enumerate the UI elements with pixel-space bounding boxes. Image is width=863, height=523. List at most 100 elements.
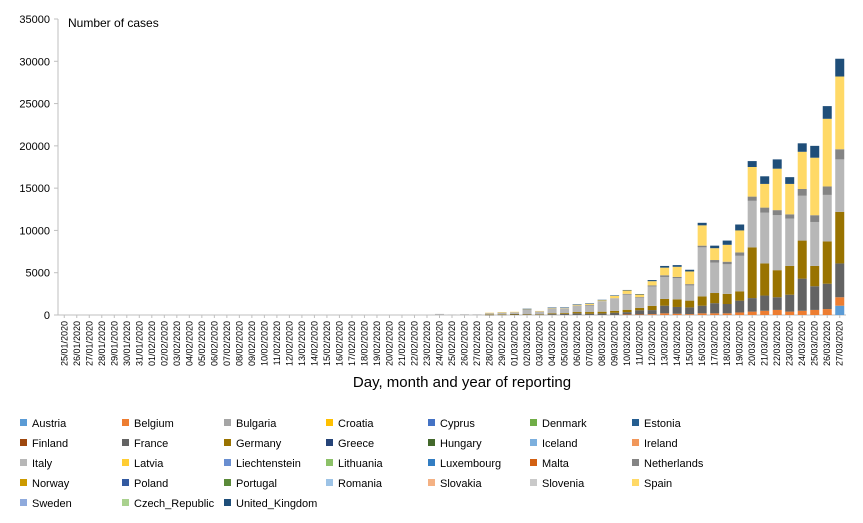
legend-swatch [224, 459, 231, 466]
y-tick-label: 35000 [19, 14, 50, 26]
bar-segment [760, 295, 770, 311]
x-tick-label: 14/02/2020 [309, 321, 319, 366]
bar-segment [785, 183, 795, 215]
bar-segment [747, 200, 757, 248]
bar-segment [672, 276, 682, 279]
legend-swatch [428, 419, 435, 426]
bar-segment [522, 309, 532, 315]
bar-segment [697, 296, 707, 306]
bar-segment [585, 304, 595, 306]
legend-swatch [20, 499, 27, 506]
legend-label: Slovakia [440, 478, 482, 490]
bar-segment [635, 297, 645, 298]
legend-label: Estonia [644, 418, 682, 430]
bar-segment [710, 245, 720, 249]
bar-segment [647, 310, 657, 315]
bar-segment [697, 225, 707, 246]
bar-segment [785, 218, 795, 266]
bar-segment [585, 303, 595, 305]
bar-segment [560, 313, 570, 314]
legend-swatch [326, 459, 333, 466]
bar-segment [810, 215, 820, 222]
x-tick-label: 30/01/2020 [122, 321, 132, 366]
bar-segment [835, 211, 845, 264]
bar-segment [685, 285, 695, 301]
bar-segment [647, 285, 657, 287]
bar-segment [697, 305, 707, 314]
bar-segment [835, 149, 845, 160]
bar-segment [547, 313, 557, 315]
x-tick-label: 05/02/2020 [197, 321, 207, 366]
legend-label: Cyprus [440, 418, 475, 430]
bar-segment [572, 313, 582, 315]
bar-segment [535, 311, 545, 315]
bar-segment [547, 308, 557, 314]
bar-segment [635, 314, 645, 315]
legend-swatch [20, 439, 27, 446]
x-tick-label: 07/03/2020 [585, 321, 595, 366]
x-tick-label: 28/01/2020 [97, 321, 107, 366]
bar-segment [810, 145, 820, 158]
legend-swatch [632, 419, 639, 426]
bar-segment [735, 300, 745, 313]
bar-segment [697, 247, 707, 297]
bar-segment [697, 245, 707, 248]
bar-segment [797, 240, 807, 279]
bar-segment [660, 265, 670, 268]
bar-segment [572, 305, 582, 313]
x-tick-label: 12/03/2020 [647, 321, 657, 366]
legend: Austria Belgium Bulgaria Croatia Cyprus Denma… [20, 418, 704, 510]
bar-segment [485, 312, 495, 315]
x-tick-label: 19/03/2020 [735, 321, 745, 366]
bar-segment [660, 305, 670, 314]
legend-label: Bulgaria [236, 418, 277, 430]
bar-segment [760, 212, 770, 264]
x-tick-label: 11/02/2020 [272, 321, 282, 365]
legend-swatch [224, 419, 231, 426]
bar-segment [747, 196, 757, 201]
legend-swatch [326, 439, 333, 446]
legend-swatch [326, 419, 333, 426]
bar-segment [497, 314, 507, 315]
bar-segment [797, 310, 807, 315]
bar-segment [485, 314, 495, 316]
bar-segment [560, 308, 570, 314]
bar-segment [760, 263, 770, 296]
bar-segment [597, 301, 607, 312]
x-tick-label: 25/02/2020 [447, 321, 457, 366]
bar-segment [747, 298, 757, 312]
x-tick-label: 01/03/2020 [510, 321, 520, 366]
bar-segment [535, 310, 545, 312]
bar-segment [785, 214, 795, 219]
bar-segment [497, 314, 507, 316]
bar-segment [597, 299, 607, 301]
x-tick-label: 13/02/2020 [297, 321, 307, 366]
legend-label: Denmark [542, 418, 587, 430]
bar-segment [747, 167, 757, 197]
bar-segment [747, 247, 757, 299]
x-tick-label: 27/01/2020 [84, 321, 94, 366]
bar-segment [685, 271, 695, 285]
x-tick-label: 22/03/2020 [772, 321, 782, 366]
bar-segment [647, 281, 657, 286]
x-tick-label: 06/03/2020 [572, 321, 582, 366]
bar-segment [797, 195, 807, 241]
bar-segment [797, 278, 807, 311]
legend-swatch [224, 479, 231, 486]
bar-segment [572, 304, 582, 305]
chart-title: Number of cases [68, 16, 159, 30]
x-tick-label: 10/03/2020 [622, 321, 632, 366]
y-tick-label: 20000 [19, 141, 50, 153]
x-tick-label: 20/03/2020 [747, 321, 757, 366]
x-tick-label: 21/03/2020 [760, 321, 770, 366]
bar-segment [735, 252, 745, 256]
bar-segment [647, 286, 657, 306]
legend-swatch [20, 459, 27, 466]
bar-segment [510, 312, 520, 314]
y-tick-label: 0 [44, 310, 50, 322]
bar-segment [660, 275, 670, 277]
bar-segment [835, 58, 845, 77]
bar-segment [485, 312, 495, 314]
bar-segment [522, 314, 532, 315]
bar-segment [722, 264, 732, 294]
